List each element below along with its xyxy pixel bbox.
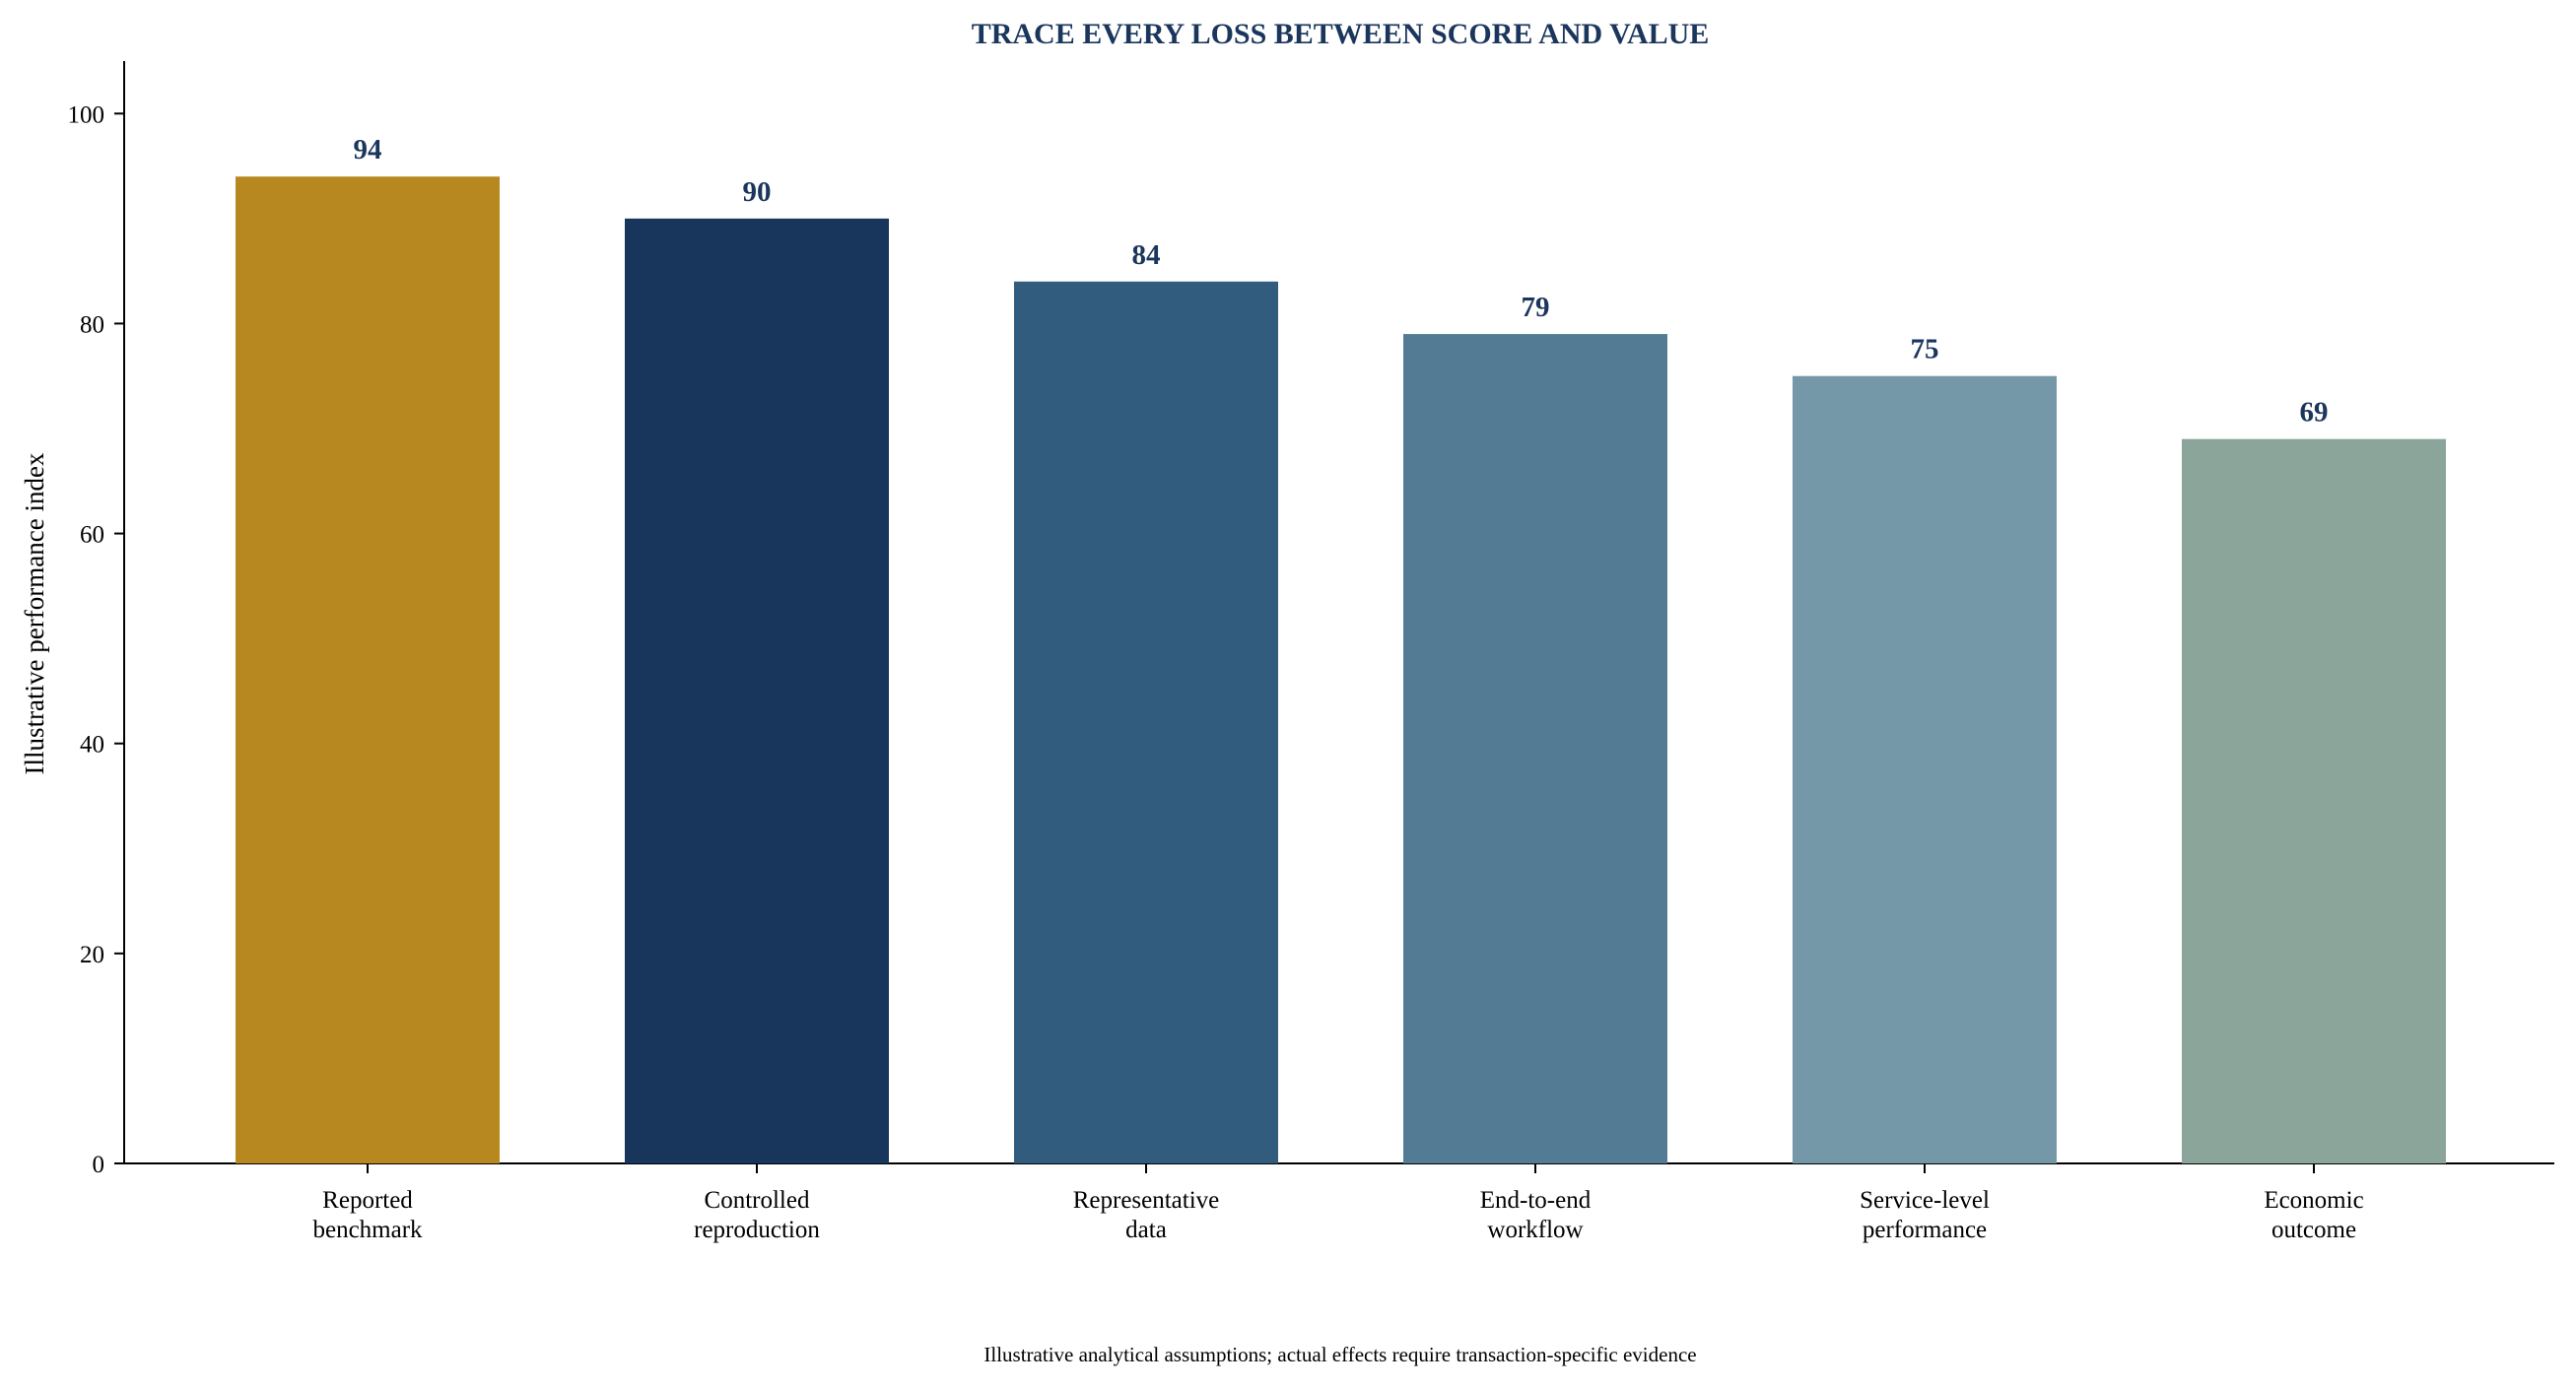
data-label: 79: [1522, 292, 1550, 323]
y-tick-label: 20: [80, 942, 104, 968]
data-labels-group: 94 90 84 79 75 69: [354, 134, 2329, 428]
data-label: 75: [1911, 334, 1939, 365]
bar: [1793, 375, 2057, 1163]
x-tick-label-line: End-to-end: [1480, 1187, 1592, 1214]
bar: [1403, 334, 1667, 1164]
data-label: 94: [354, 134, 382, 165]
x-tick-label-line: workflow: [1487, 1217, 1583, 1243]
y-tick-label: 40: [80, 732, 104, 759]
x-tick-label-line: data: [1125, 1217, 1167, 1243]
chart-title: TRACE EVERY LOSS BETWEEN SCORE AND VALUE: [972, 18, 1710, 50]
bar: [2182, 438, 2446, 1164]
x-tick-label-line: reproduction: [694, 1217, 820, 1243]
x-tick-label: Economic outcome: [2264, 1187, 2363, 1243]
x-axis: Reported benchmark Controlled reproduction R…: [124, 1162, 2554, 1243]
bar: [1014, 281, 1278, 1163]
x-tick-label: End-to-end workflow: [1480, 1187, 1592, 1243]
x-tick-label-line: benchmark: [312, 1217, 423, 1243]
x-tick-label-line: Reported: [322, 1187, 413, 1214]
data-label: 84: [1132, 239, 1161, 271]
bar: [236, 176, 500, 1163]
x-tick-label: Service-level performance: [1860, 1187, 1990, 1243]
bar: [625, 218, 889, 1163]
x-tick-label-line: outcome: [2271, 1217, 2356, 1243]
x-tick-label-line: Representative: [1073, 1187, 1220, 1214]
y-tick-label: 60: [80, 522, 104, 549]
y-tick-label: 0: [93, 1152, 105, 1178]
x-tick-label: Representative data: [1073, 1187, 1220, 1243]
y-tick-label: 100: [68, 101, 105, 128]
y-tick-label: 80: [80, 311, 104, 338]
data-label: 90: [743, 176, 772, 208]
x-tick-label: Reported benchmark: [312, 1187, 423, 1243]
x-tick-label-line: Service-level: [1860, 1187, 1990, 1214]
data-label: 69: [2300, 397, 2329, 429]
x-tick-label: Controlled reproduction: [694, 1187, 820, 1243]
y-axis: 0 20 40 60 80 100: [68, 61, 125, 1178]
x-tick-label-line: Economic: [2264, 1187, 2363, 1214]
x-tick-label-line: performance: [1863, 1217, 1987, 1243]
x-tick-label-line: Controlled: [705, 1187, 810, 1214]
bars-group: [236, 176, 2446, 1164]
y-axis-label: Illustrative performance index: [20, 452, 49, 774]
footnote: Illustrative analytical assumptions; act…: [983, 1343, 1696, 1366]
